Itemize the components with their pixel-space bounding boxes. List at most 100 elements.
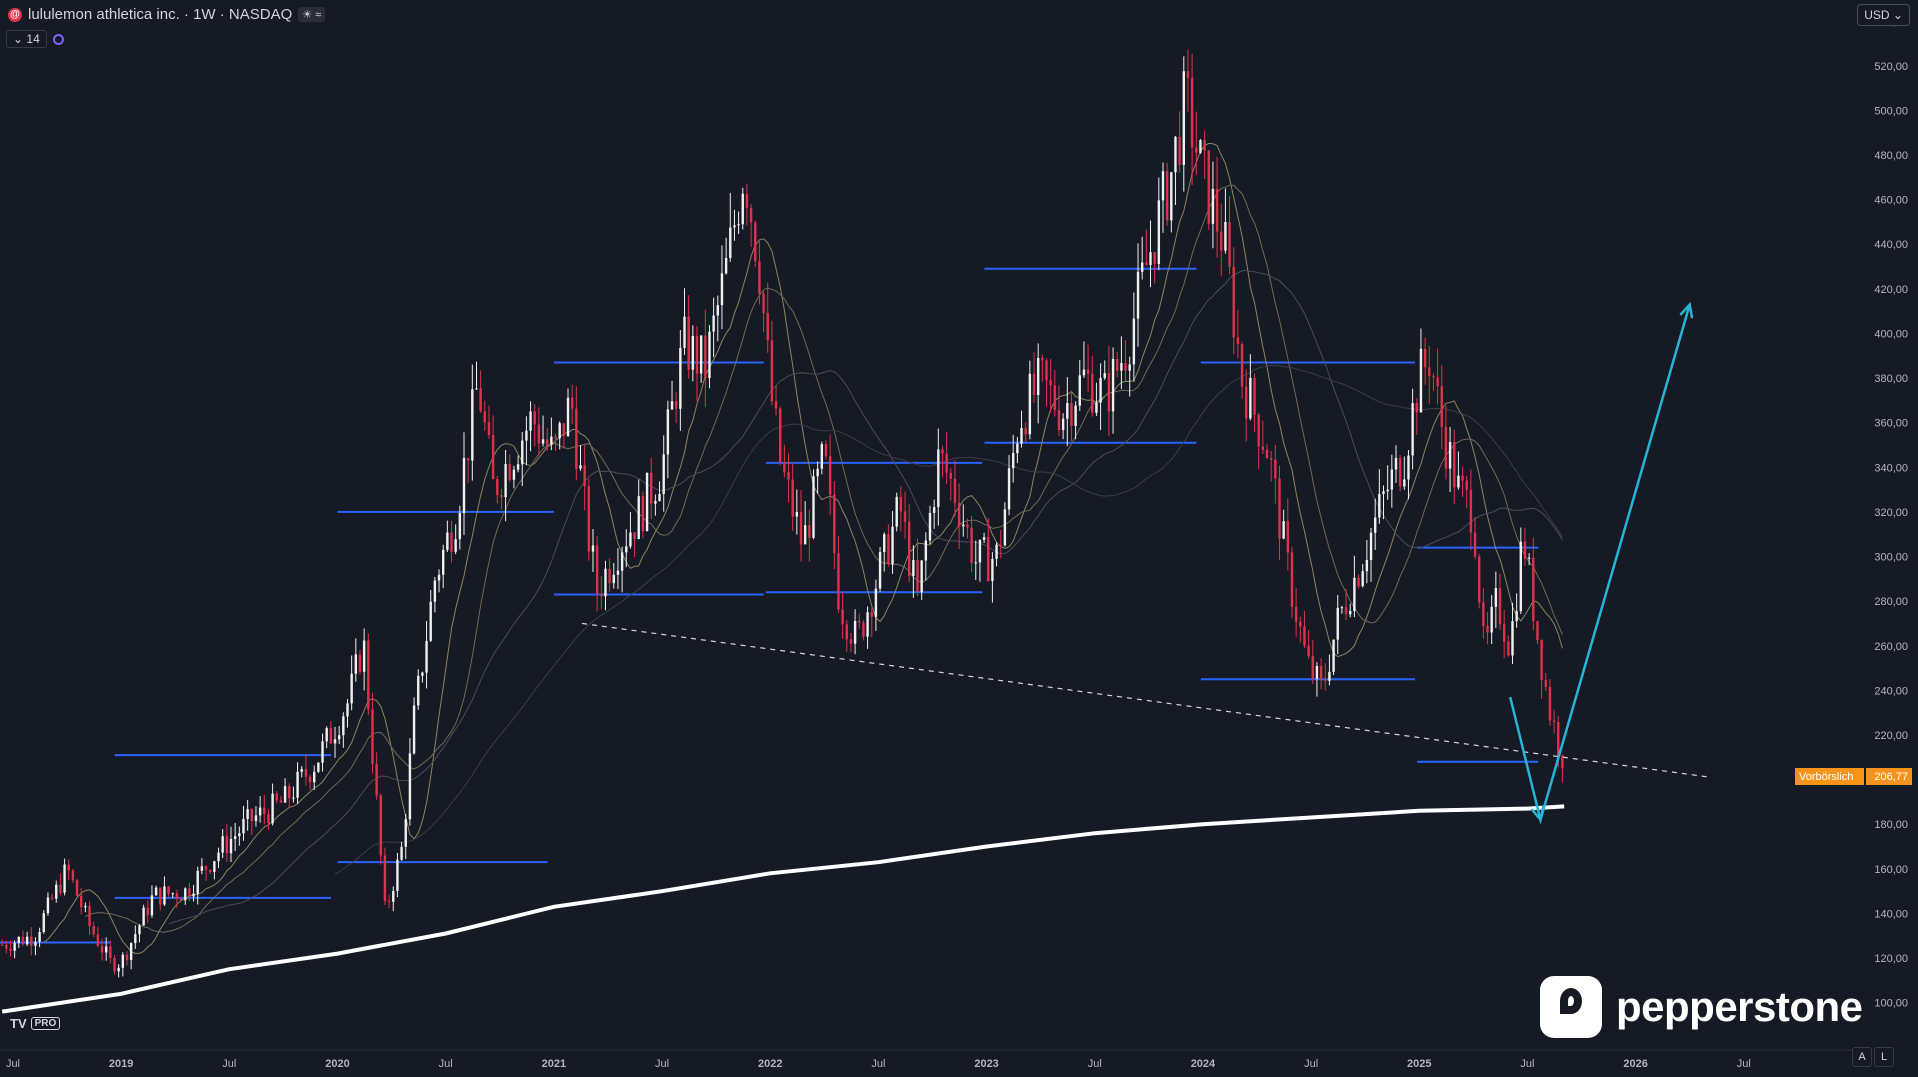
candle-body: [1482, 602, 1485, 627]
candle-body: [0, 944, 4, 946]
candle-body: [941, 449, 944, 454]
candle-body: [1012, 453, 1015, 469]
symbol-header[interactable]: @ lululemon athletica inc. · 1W · NASDAQ…: [8, 6, 326, 23]
candle-body: [325, 728, 328, 742]
auto-scale-button[interactable]: A: [1852, 1047, 1872, 1067]
lululemon-logo-icon: @: [8, 7, 22, 22]
candle-body: [699, 335, 703, 374]
candle-body: [229, 839, 233, 854]
candle-body: [1357, 577, 1360, 587]
candle-body: [787, 472, 790, 480]
horizontal-levels: [0, 267, 1539, 944]
pepperstone-watermark: pepperstone: [1540, 976, 1863, 1038]
y-tick-label: 380,00: [1874, 373, 1908, 385]
candle-body: [483, 411, 487, 423]
candle-body: [1174, 136, 1177, 173]
candle-body: [1045, 360, 1048, 381]
candle-body: [1453, 441, 1456, 488]
log-scale-button[interactable]: L: [1874, 1047, 1894, 1067]
candle-body: [313, 771, 316, 783]
candle-body: [254, 815, 258, 822]
candle-body: [1261, 446, 1265, 450]
indicator-settings-icon[interactable]: [52, 33, 64, 45]
candle-body: [899, 496, 903, 512]
candle-body: [1548, 686, 1552, 721]
candle-body: [271, 793, 274, 824]
candle-body: [329, 728, 333, 744]
candle-body: [412, 705, 416, 754]
candle-body: [1007, 468, 1011, 510]
candle-body: [883, 534, 886, 553]
candle-body: [579, 465, 582, 469]
candle-body: [966, 524, 969, 528]
candle-body: [288, 786, 291, 799]
candle-body: [1303, 626, 1306, 646]
candle-body: [1124, 362, 1127, 371]
candle-body: [920, 560, 923, 593]
candle-body: [500, 495, 503, 498]
candle-body: [982, 537, 986, 541]
candle-body: [608, 568, 611, 584]
candle-body: [1066, 403, 1069, 419]
tv-logo-icon: TV: [10, 1016, 27, 1031]
candle-body: [367, 640, 370, 710]
candle-body: [616, 570, 620, 575]
candle-body: [704, 335, 707, 379]
candle-body: [741, 193, 744, 225]
candle-body: [521, 440, 524, 465]
candle-body: [1286, 521, 1290, 553]
candle-body: [833, 494, 836, 554]
candle-body: [146, 907, 149, 916]
candle-body: [433, 580, 437, 602]
candle-body: [1149, 252, 1152, 266]
candle-body: [779, 408, 782, 463]
candle-body: [279, 800, 283, 803]
candle-body: [100, 945, 104, 953]
series-line: [1, 804, 1565, 1014]
candle-body: [604, 568, 607, 597]
candle-body: [874, 588, 878, 617]
candle-body: [1207, 150, 1210, 224]
candle-body: [1057, 410, 1061, 430]
candle-body: [1361, 571, 1364, 587]
candle-body: [937, 449, 940, 508]
candle-body: [583, 465, 586, 487]
candle-body: [88, 906, 91, 927]
candle-body: [1282, 521, 1285, 539]
candle-body: [978, 540, 982, 563]
candle-body: [1373, 517, 1377, 533]
indicator-collapse-button[interactable]: ⌄ 14: [6, 30, 47, 48]
candle-body: [1161, 171, 1165, 201]
candle-body: [916, 560, 919, 593]
candle-body: [496, 479, 499, 496]
candle-body: [59, 884, 62, 893]
candle-body: [766, 313, 769, 341]
candle-body: [620, 552, 624, 571]
candle-body: [562, 423, 566, 437]
y-tick-label: 420,00: [1874, 284, 1908, 296]
candle-body: [783, 462, 786, 473]
candle-body: [828, 456, 832, 495]
candle-body: [824, 444, 828, 457]
candle-body: [466, 458, 470, 461]
market-status-badges[interactable]: ☀ ≈: [298, 7, 326, 22]
candle-body: [1032, 373, 1036, 395]
candle-body: [1003, 509, 1007, 546]
candle-body: [30, 936, 33, 946]
x-tick-label: 2024: [1191, 1058, 1216, 1070]
candle-body: [300, 768, 303, 772]
candle-body: [795, 511, 799, 517]
candle-body: [683, 316, 686, 348]
candle-body: [196, 870, 199, 894]
candle-body: [591, 545, 595, 552]
candle-body: [641, 496, 645, 532]
candle-body: [1236, 337, 1240, 345]
currency-dropdown[interactable]: USD ⌄: [1857, 4, 1910, 26]
candle-body: [1061, 418, 1065, 430]
candle-body: [1340, 607, 1344, 609]
candle-body: [213, 861, 216, 872]
candle-body: [1082, 369, 1086, 376]
candle-body: [1086, 369, 1090, 374]
candle-body: [109, 946, 112, 958]
